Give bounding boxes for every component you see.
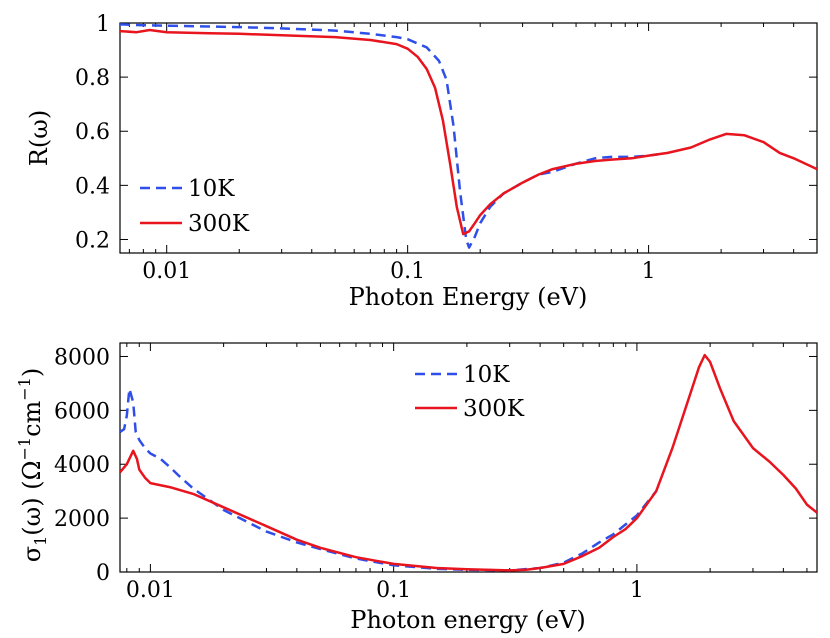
reflectivity-x-tick-label: 0.1	[390, 259, 425, 284]
conductivity-y-ticks: 0 2000 4000 6000 8000	[54, 345, 817, 586]
reflectivity-plot-frame	[119, 22, 818, 254]
reflectivity-y-tick-label: 0.8	[75, 66, 110, 91]
reflectivity-x-axis-label: Photon Energy (eV)	[349, 283, 588, 311]
y-label-subscript: 1	[31, 536, 50, 546]
conductivity-y-tick-label: 6000	[54, 399, 110, 424]
reflectivity-legend-label-10k: 10K	[188, 176, 235, 202]
y-label-close-paren: )	[18, 368, 46, 377]
conductivity-y-tick-label: 2000	[54, 507, 110, 532]
reflectivity-legend: 10K 300K	[140, 176, 250, 237]
reflectivity-series-line-10k	[120, 23, 659, 249]
conductivity-plot-frame	[119, 342, 818, 573]
reflectivity-y-axis-label: R(ω)	[25, 110, 53, 166]
y-label-omega-unit: (ω) (Ω	[18, 461, 46, 536]
conductivity-x-tick-label: 1	[630, 578, 644, 603]
conductivity-series-line-300k	[120, 353, 817, 572]
reflectivity-y-tick-label: 0.2	[75, 228, 110, 253]
y-label-superscript-2: −1	[15, 377, 34, 401]
reflectivity-y-tick-label: 1	[96, 12, 110, 37]
reflectivity-x-tick-label: 1	[642, 259, 656, 284]
conductivity-y-tick-label: 0	[96, 561, 110, 586]
conductivity-y-tick-label: 8000	[54, 345, 110, 370]
conductivity-legend: 10K 300K	[415, 362, 525, 422]
conductivity-series-lines	[120, 353, 817, 572]
reflectivity-legend-label-300k: 300K	[188, 211, 250, 237]
reflectivity-y-ticks: 0.2 0.4 0.6 0.8 1	[75, 12, 817, 253]
conductivity-y-tick-label: 4000	[54, 453, 110, 478]
y-label-cm: cm	[18, 400, 46, 436]
conductivity-x-tick-label: 0.01	[126, 578, 175, 603]
conductivity-x-axis-label: Photon energy (eV)	[350, 606, 585, 634]
conductivity-x-ticks: 0.01 0.1 1	[126, 343, 808, 603]
reflectivity-series-line-300k	[120, 28, 817, 236]
y-label-superscript-1: −1	[15, 437, 34, 461]
conductivity-legend-label-10k: 10K	[463, 362, 510, 388]
conductivity-series-line-10k	[120, 387, 658, 572]
reflectivity-panel: 0.01 0.1 1 0.2 0.4 0.6 0.8 1 Photon Energy (eV…	[25, 12, 818, 311]
y-label-sigma: σ	[18, 546, 46, 562]
conductivity-legend-label-300k: 300K	[463, 396, 525, 422]
reflectivity-x-tick-label: 0.01	[142, 259, 191, 284]
reflectivity-y-tick-label: 0.6	[75, 120, 110, 145]
reflectivity-y-tick-label: 0.4	[75, 174, 110, 199]
conductivity-y-axis-label: σ1(ω) (Ω−1cm−1)	[15, 368, 50, 563]
conductivity-panel: 0.01 0.1 1 0 2000 4000 6000 8000 Photon energy…	[15, 342, 818, 634]
reflectivity-series-lines	[120, 23, 817, 249]
conductivity-x-tick-label: 0.1	[376, 578, 411, 603]
reflectivity-x-ticks: 0.01 0.1 1	[128, 23, 818, 284]
